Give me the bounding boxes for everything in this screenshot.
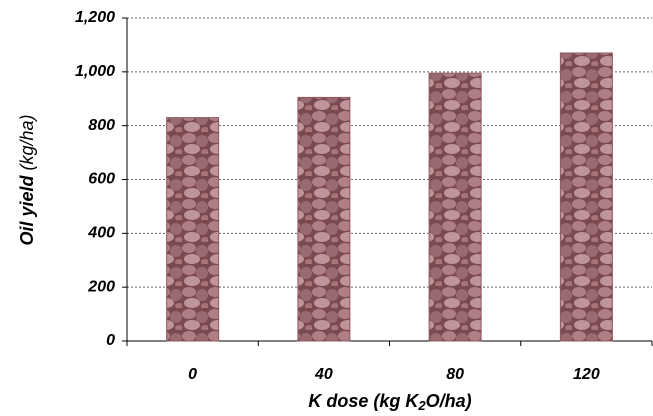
x-tick-label: 120 [573, 366, 600, 383]
x-axis-title: K dose (kg K2O/ha) [308, 391, 471, 414]
y-axis-title: Oil yield (kg/ha) [17, 114, 37, 245]
y-tick-label: 400 [87, 225, 115, 242]
x-tick-label: 0 [188, 366, 197, 383]
bar [428, 72, 482, 342]
y-tick-label: 0 [106, 332, 115, 349]
bar [559, 52, 613, 342]
y-tick-label: 1,000 [75, 63, 115, 80]
y-tick-label: 1,200 [75, 9, 115, 26]
y-tick-label: 200 [87, 278, 115, 295]
x-tick-label: 40 [314, 366, 333, 383]
y-tick-label: 600 [88, 171, 115, 188]
bar [297, 96, 351, 342]
x-tick-label: 80 [446, 366, 464, 383]
bar [166, 117, 220, 342]
y-tick-label: 800 [88, 117, 115, 134]
